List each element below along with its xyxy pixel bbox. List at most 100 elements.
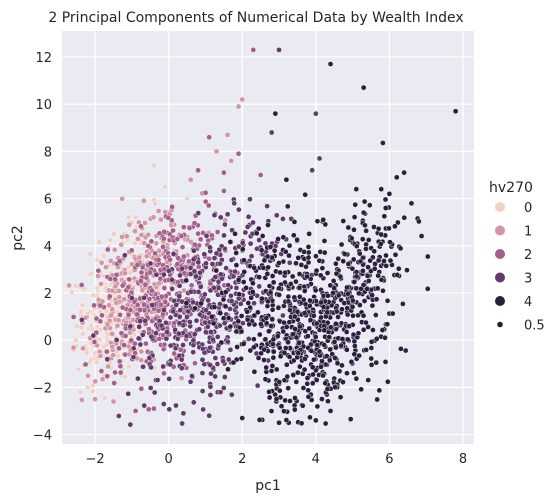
data-point-hv270-0 [103, 308, 110, 314]
data-point-hv270-2 [138, 223, 144, 230]
data-point-hv270-3 [212, 373, 218, 380]
data-point-hv270-2 [202, 198, 209, 205]
data-point-hv270-4 [295, 350, 302, 356]
data-point-hv270-4 [275, 305, 282, 311]
data-point-hv270-3 [172, 345, 179, 352]
data-point-hv270-1 [138, 232, 145, 238]
data-point-hv270-2 [192, 360, 198, 367]
data-point-hv270-4 [290, 232, 297, 239]
data-point-hv270-4 [262, 336, 269, 343]
data-point-hv270-4 [192, 305, 198, 312]
data-point-hv270-3 [199, 370, 206, 376]
data-point-hv270-4 [357, 258, 364, 265]
data-point-hv270-1 [66, 282, 72, 289]
data-point-hv270-4 [248, 294, 254, 301]
data-point-hv270-1 [158, 216, 164, 223]
data-point-hv270-0 [93, 359, 100, 366]
data-point-hv270-2 [149, 287, 155, 294]
data-point-hv270-3 [179, 420, 185, 427]
data-point-hv270-4 [236, 291, 242, 298]
data-point-hv270-4 [273, 396, 280, 402]
data-point-hv270-1 [109, 343, 116, 350]
data-point-hv270-3 [237, 300, 244, 307]
data-point-hv270-4 [335, 292, 342, 299]
data-point-hv270-4 [360, 209, 367, 216]
y-tick-label: 0 [44, 334, 52, 349]
data-point-hv270-4 [352, 201, 359, 208]
data-point-hv270-4 [261, 357, 267, 363]
data-point-hv270-4 [404, 267, 410, 273]
data-point-hv270-3 [160, 401, 167, 407]
data-point-hv270-3 [272, 243, 279, 249]
data-point-hv270-1 [224, 132, 231, 138]
data-point-hv270-3 [191, 247, 197, 254]
data-point-hv270-3 [222, 221, 228, 228]
data-point-hv270-4 [384, 321, 391, 328]
data-point-hv270-2 [202, 189, 209, 196]
data-point-hv270-3 [214, 334, 221, 340]
data-point-hv270-0 [94, 285, 101, 291]
data-point-hv270-4 [327, 282, 334, 289]
data-point-hv270-1 [103, 264, 109, 271]
data-point-hv270-4 [335, 314, 341, 320]
data-point-hv270-0 [96, 239, 103, 246]
data-point-hv270-4 [287, 281, 294, 287]
data-point-hv270-4 [265, 264, 271, 271]
data-point-hv270-4 [269, 297, 276, 304]
data-point-hv270-3 [183, 333, 190, 339]
data-point-hv270-0 [131, 240, 138, 247]
data-point-hv270-2 [91, 339, 98, 345]
data-point-hv270-4 [360, 326, 367, 333]
data-point-hv270-4 [376, 387, 383, 394]
data-point-hv270-4 [256, 274, 263, 280]
data-point-hv270-4 [341, 251, 348, 257]
data-point-hv270-4 [361, 198, 368, 205]
data-point-hv270-0 [125, 214, 132, 221]
data-point-hv270-4 [266, 394, 273, 401]
data-point-hv270-4 [225, 366, 231, 373]
data-point-hv270-3 [228, 257, 235, 263]
data-point-hv270-4 [357, 302, 363, 308]
data-point-hv270-3 [187, 271, 194, 277]
data-point-hv270-0 [88, 270, 95, 277]
data-point-hv270-4 [307, 297, 313, 304]
data-point-hv270-2 [195, 230, 201, 237]
data-point-hv270-4 [266, 389, 272, 395]
data-point-hv270-4 [304, 375, 311, 381]
data-point-hv270-3 [199, 388, 206, 394]
data-point-hv270-2 [116, 258, 123, 264]
data-point-hv270-4 [351, 351, 358, 358]
data-point-hv270-4 [261, 257, 268, 264]
data-point-hv270-0 [126, 363, 132, 370]
data-point-hv270-3 [256, 283, 263, 290]
data-point-hv270-1 [142, 220, 148, 226]
data-point-hv270-4 [353, 186, 360, 192]
data-point-hv270-4 [401, 214, 408, 221]
data-point-hv270-3 [214, 361, 221, 367]
data-point-hv270-4 [259, 295, 265, 302]
data-point-hv270-3 [207, 383, 214, 390]
data-point-hv270-3 [205, 323, 211, 330]
data-point-hv270-4 [319, 265, 326, 271]
data-point-hv270-3 [148, 333, 155, 340]
data-point-hv270-4 [264, 253, 271, 260]
data-point-hv270-4 [243, 285, 249, 291]
data-point-hv270-3 [130, 354, 137, 360]
data-point-hv270-2 [221, 169, 227, 176]
data-point-hv270-4 [380, 140, 386, 146]
data-point-hv270-4 [386, 191, 393, 197]
data-point-hv270-3 [169, 286, 176, 292]
data-point-hv270-4 [313, 267, 320, 274]
data-point-hv270-0 [103, 341, 110, 348]
legend-label-4: 4 [524, 295, 532, 310]
data-point-hv270-2 [205, 202, 212, 209]
data-point-hv270-4 [283, 176, 290, 183]
data-point-hv270-4 [327, 346, 333, 353]
data-point-hv270-4 [322, 420, 329, 427]
data-point-hv270-4 [258, 321, 264, 327]
data-point-hv270-2 [171, 350, 178, 357]
data-point-hv270-4 [318, 299, 325, 306]
data-point-hv270-2 [146, 269, 153, 276]
data-point-hv270-4 [368, 355, 375, 362]
data-point-hv270-4 [408, 200, 415, 207]
